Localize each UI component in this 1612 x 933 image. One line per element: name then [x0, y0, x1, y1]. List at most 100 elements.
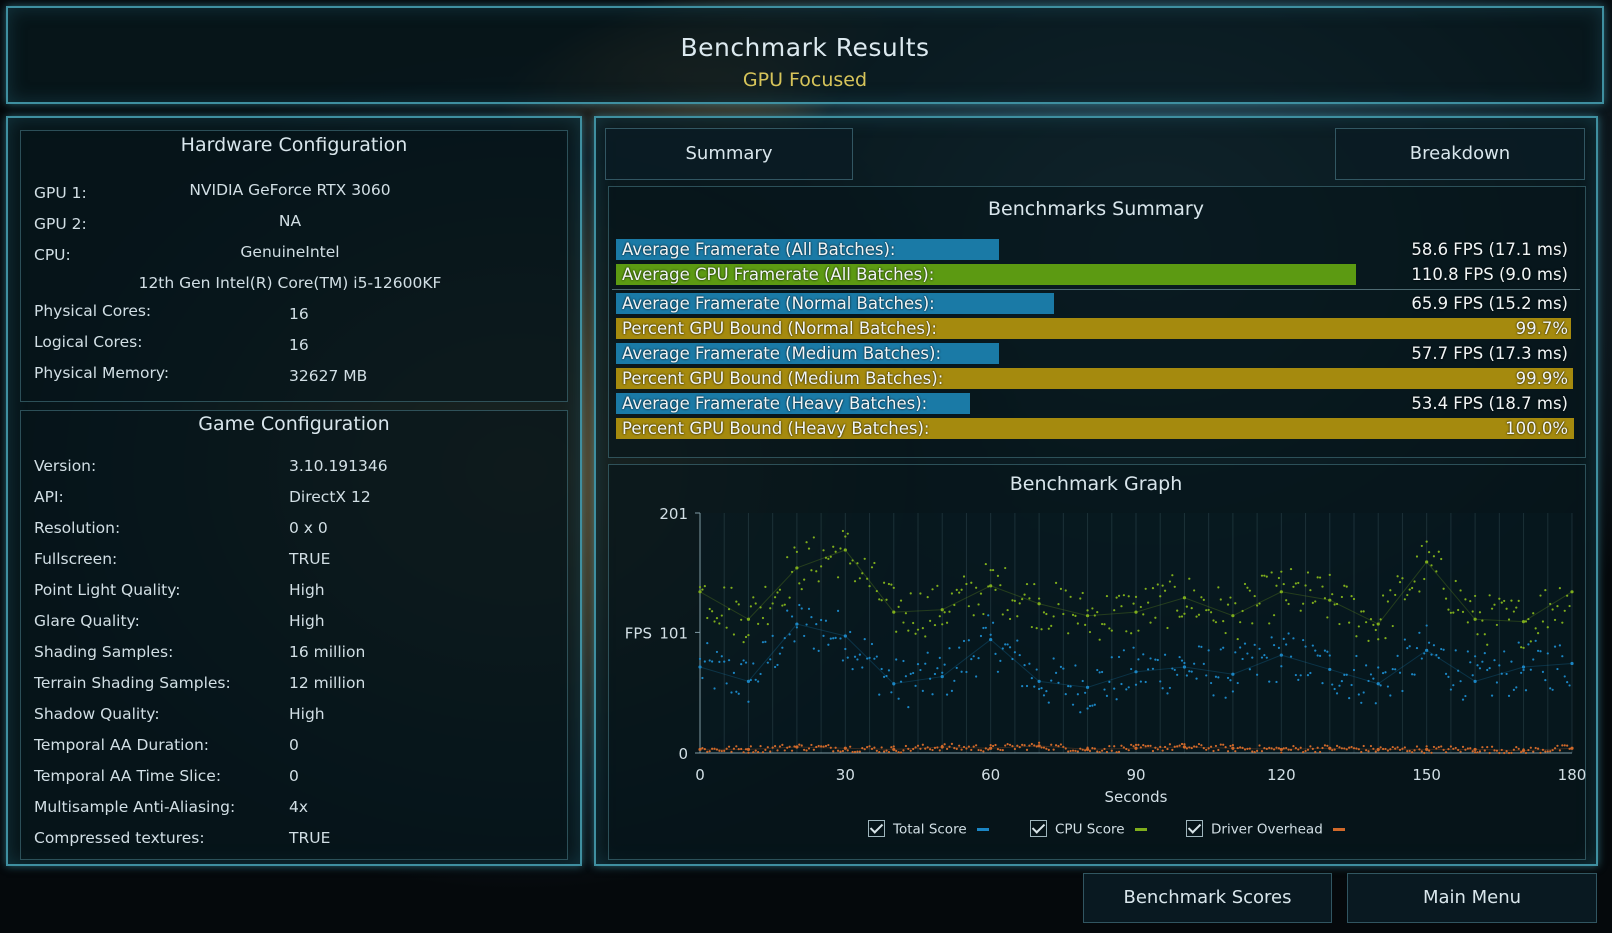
legend-total-score[interactable]: Total Score	[868, 820, 989, 838]
data-point	[1004, 643, 1007, 646]
data-point	[1510, 751, 1513, 754]
data-point	[1503, 599, 1506, 603]
data-point	[972, 745, 975, 748]
data-point	[1253, 750, 1256, 754]
data-point	[982, 612, 985, 616]
data-point	[1440, 745, 1443, 748]
data-point	[1088, 630, 1092, 634]
data-point	[1556, 744, 1559, 747]
data-point	[1561, 655, 1564, 658]
data-point	[1403, 638, 1406, 641]
checkbox-checked-icon[interactable]	[1186, 820, 1203, 837]
data-point	[1396, 654, 1399, 657]
data-point	[1074, 614, 1077, 617]
data-point	[1030, 625, 1033, 629]
data-point	[1234, 651, 1237, 654]
legend-driver-overhead[interactable]: Driver Overhead	[1186, 820, 1345, 838]
data-point	[1168, 686, 1172, 690]
data-point	[1115, 596, 1118, 599]
series-point	[989, 584, 993, 588]
data-point	[1059, 743, 1063, 746]
data-point	[1289, 748, 1293, 751]
data-point	[820, 618, 823, 622]
data-point	[1239, 621, 1242, 624]
data-point	[1486, 746, 1489, 749]
tab-summary[interactable]: Summary	[605, 128, 853, 180]
data-point	[1142, 613, 1145, 616]
tab-breakdown[interactable]: Breakdown	[1335, 128, 1585, 180]
data-point	[1437, 550, 1440, 553]
series-point	[1376, 747, 1380, 752]
data-point	[1326, 616, 1329, 619]
data-point	[1495, 749, 1499, 752]
data-point	[829, 637, 832, 640]
summary-row-value: 57.7 FPS (17.3 ms)	[1411, 344, 1568, 363]
series-point	[843, 548, 847, 552]
data-point	[1071, 749, 1075, 752]
data-point	[761, 616, 765, 620]
data-point	[1532, 750, 1535, 753]
data-point	[725, 682, 728, 685]
data-point	[1127, 749, 1130, 752]
data-point	[1200, 645, 1203, 648]
legend-label: Total Score	[893, 821, 967, 838]
data-point	[1425, 745, 1428, 748]
data-point	[1345, 585, 1348, 588]
data-point	[899, 680, 903, 683]
data-point	[1011, 657, 1014, 661]
data-point	[1362, 744, 1365, 748]
data-point	[1018, 746, 1021, 749]
data-point	[1556, 667, 1559, 671]
data-point	[1297, 678, 1300, 681]
data-point	[1425, 624, 1428, 627]
data-point	[740, 618, 743, 621]
data-point	[1081, 591, 1084, 595]
data-point	[1495, 623, 1499, 627]
data-point	[1248, 668, 1251, 671]
benchmark-scores-button[interactable]: Benchmark Scores	[1083, 873, 1332, 923]
main-menu-button[interactable]: Main Menu	[1347, 873, 1597, 923]
data-point	[933, 623, 937, 627]
checkbox-checked-icon[interactable]	[868, 820, 885, 837]
series-point	[795, 622, 799, 626]
data-point	[895, 749, 898, 753]
data-point	[1091, 704, 1094, 707]
data-point	[1323, 597, 1327, 600]
data-point	[1529, 746, 1532, 749]
series-cpu-score	[698, 529, 1574, 649]
data-point	[1408, 588, 1411, 591]
series-point	[940, 674, 944, 679]
data-point	[1304, 645, 1307, 648]
data-point	[924, 747, 927, 750]
data-point	[1096, 668, 1099, 672]
data-point	[1091, 747, 1094, 750]
data-point	[752, 596, 755, 599]
data-point	[1263, 654, 1266, 657]
data-point	[1038, 597, 1041, 600]
data-point	[1224, 696, 1227, 699]
data-point	[713, 747, 716, 750]
data-point	[1243, 642, 1247, 645]
data-point	[798, 743, 801, 746]
data-point	[1258, 647, 1261, 650]
series-point	[1473, 617, 1477, 621]
checkbox-checked-icon[interactable]	[1030, 820, 1047, 837]
game-row-value: 0	[289, 736, 299, 754]
data-point	[1321, 585, 1324, 588]
data-point	[754, 602, 757, 605]
legend-cpu-score[interactable]: CPU Score	[1030, 820, 1147, 838]
data-point	[1151, 749, 1155, 753]
data-point	[958, 591, 961, 594]
data-point	[757, 622, 760, 625]
data-point	[713, 687, 716, 690]
data-point	[1122, 594, 1125, 597]
data-point	[1047, 627, 1050, 630]
data-point	[950, 689, 954, 692]
summary-bar	[616, 368, 1574, 389]
data-point	[1084, 749, 1087, 752]
data-point	[1379, 618, 1382, 621]
data-point	[1355, 654, 1358, 658]
data-point	[1340, 747, 1343, 750]
data-point	[984, 747, 987, 750]
data-point	[1127, 595, 1130, 598]
